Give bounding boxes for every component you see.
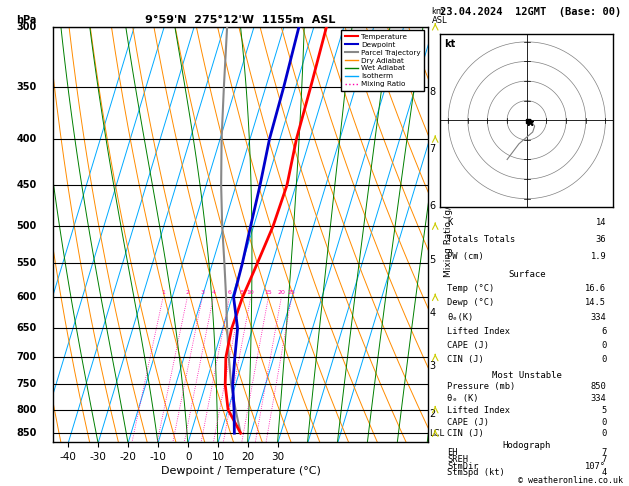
Text: kt: kt	[443, 39, 455, 49]
Text: 2: 2	[186, 290, 189, 295]
Text: 850: 850	[591, 382, 606, 392]
Text: 5: 5	[430, 255, 436, 265]
Text: θₑ (K): θₑ (K)	[447, 394, 479, 403]
Text: 550: 550	[16, 258, 36, 268]
Text: θₑ(K): θₑ(K)	[447, 312, 474, 322]
Text: 1.9: 1.9	[591, 252, 606, 261]
Text: 6: 6	[601, 327, 606, 336]
Text: LCL: LCL	[430, 429, 445, 438]
Text: 0: 0	[601, 355, 606, 364]
Text: PW (cm): PW (cm)	[447, 252, 484, 261]
Text: StmSpd (kt): StmSpd (kt)	[447, 469, 505, 477]
Text: 15: 15	[265, 290, 272, 295]
Text: CIN (J): CIN (J)	[447, 430, 484, 438]
Text: 8: 8	[240, 290, 243, 295]
Text: 2: 2	[430, 409, 436, 419]
Text: CIN (J): CIN (J)	[447, 355, 484, 364]
Text: 334: 334	[591, 394, 606, 403]
Text: CAPE (J): CAPE (J)	[447, 341, 489, 350]
Text: 600: 600	[16, 292, 36, 302]
X-axis label: Dewpoint / Temperature (°C): Dewpoint / Temperature (°C)	[160, 466, 321, 476]
Text: 4: 4	[211, 290, 215, 295]
Text: 0: 0	[601, 417, 606, 427]
Text: 350: 350	[16, 82, 36, 92]
Text: 1: 1	[161, 290, 165, 295]
Text: 7: 7	[601, 448, 606, 457]
Text: 850: 850	[16, 428, 36, 438]
Text: 7: 7	[601, 455, 606, 464]
Text: © weatheronline.co.uk: © weatheronline.co.uk	[518, 476, 623, 485]
Text: StmDir: StmDir	[447, 462, 479, 470]
Text: 6: 6	[228, 290, 231, 295]
Text: 650: 650	[16, 324, 36, 333]
Text: Lifted Index: Lifted Index	[447, 327, 510, 336]
Text: Totals Totals: Totals Totals	[447, 235, 516, 244]
Text: 6: 6	[430, 201, 436, 211]
Text: 500: 500	[16, 221, 36, 231]
Legend: Temperature, Dewpoint, Parcel Trajectory, Dry Adiabat, Wet Adiabat, Isotherm, Mi: Temperature, Dewpoint, Parcel Trajectory…	[342, 30, 424, 91]
Text: Surface: Surface	[508, 270, 545, 279]
Text: CAPE (J): CAPE (J)	[447, 417, 489, 427]
Text: Dewp (°C): Dewp (°C)	[447, 298, 494, 307]
Text: 300: 300	[16, 22, 36, 32]
Text: Hodograph: Hodograph	[503, 441, 551, 450]
Text: 5: 5	[601, 406, 606, 415]
Text: 107°: 107°	[586, 462, 606, 470]
Text: SREH: SREH	[447, 455, 468, 464]
Text: 4: 4	[430, 308, 436, 318]
Text: 25: 25	[287, 290, 296, 295]
Text: 800: 800	[16, 404, 36, 415]
Text: Temp (°C): Temp (°C)	[447, 284, 494, 293]
Text: Mixing Ratio (g/kg): Mixing Ratio (g/kg)	[444, 191, 453, 278]
Text: km
ASL: km ASL	[431, 7, 447, 25]
Text: 4: 4	[601, 469, 606, 477]
Text: hPa: hPa	[16, 15, 36, 25]
Text: 36: 36	[596, 235, 606, 244]
Text: 700: 700	[16, 352, 36, 363]
Text: 23.04.2024  12GMT  (Base: 00): 23.04.2024 12GMT (Base: 00)	[440, 7, 621, 17]
Text: 0: 0	[601, 430, 606, 438]
Text: Lifted Index: Lifted Index	[447, 406, 510, 415]
Text: 14.5: 14.5	[586, 298, 606, 307]
Text: 7: 7	[430, 144, 436, 154]
Title: 9°59'N  275°12'W  1155m  ASL: 9°59'N 275°12'W 1155m ASL	[145, 15, 336, 25]
Text: EH: EH	[447, 448, 458, 457]
Text: 3: 3	[200, 290, 204, 295]
Text: Pressure (mb): Pressure (mb)	[447, 382, 516, 392]
Text: 334: 334	[591, 312, 606, 322]
Text: 16.6: 16.6	[586, 284, 606, 293]
Text: 450: 450	[16, 180, 36, 190]
Text: 14: 14	[596, 218, 606, 227]
Text: 750: 750	[16, 380, 36, 389]
Text: 10: 10	[247, 290, 255, 295]
Text: K: K	[447, 218, 452, 227]
Text: 20: 20	[277, 290, 286, 295]
Text: 0: 0	[601, 341, 606, 350]
Text: Most Unstable: Most Unstable	[492, 371, 562, 380]
Text: 3: 3	[430, 361, 436, 371]
Text: 8: 8	[430, 87, 436, 97]
Text: 400: 400	[16, 134, 36, 144]
